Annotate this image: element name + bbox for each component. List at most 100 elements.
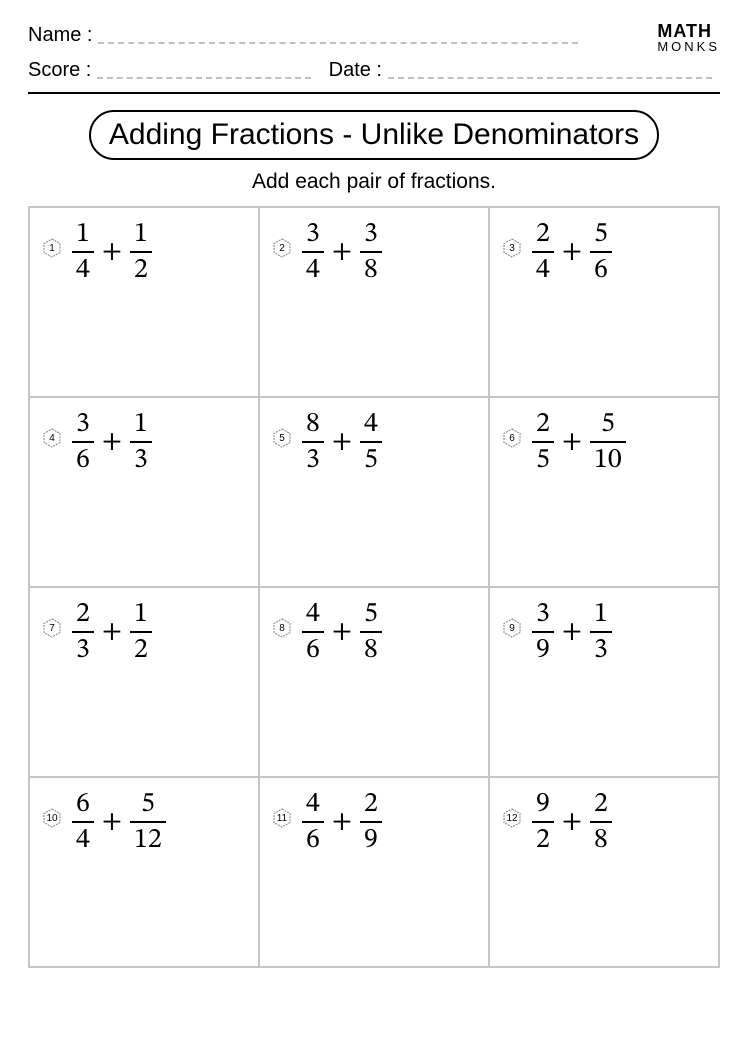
- plus-sign: +: [332, 805, 352, 840]
- fraction-a: 83: [302, 410, 324, 474]
- denominator: 4: [302, 256, 324, 284]
- denominator: 3: [590, 636, 612, 664]
- fraction-a: 64: [72, 790, 94, 854]
- question-number: 5: [279, 433, 285, 444]
- denominator: 9: [532, 636, 554, 664]
- problem-cell: 234+38: [259, 207, 489, 397]
- question-number-badge: 12: [502, 808, 522, 828]
- numerator: 4: [302, 600, 324, 628]
- question-number-badge: 5: [272, 428, 292, 448]
- denominator: 4: [72, 826, 94, 854]
- name-label: Name :: [28, 24, 92, 47]
- denominator: 9: [360, 826, 382, 854]
- fraction-a: 46: [302, 790, 324, 854]
- fraction-expression: 46+29: [300, 790, 384, 854]
- numerator: 1: [130, 600, 152, 628]
- fraction-b: 510: [590, 410, 626, 474]
- denominator: 2: [532, 826, 554, 854]
- fraction-bar: [130, 631, 152, 633]
- question-number-badge: 1: [42, 238, 62, 258]
- denominator: 3: [130, 446, 152, 474]
- question-number: 4: [49, 433, 55, 444]
- brand-bottom: MONKS: [657, 40, 720, 53]
- denominator: 8: [360, 256, 382, 284]
- problem-cell: 939+13: [489, 587, 719, 777]
- plus-sign: +: [562, 615, 582, 650]
- fraction-bar: [532, 251, 554, 253]
- denominator: 5: [360, 446, 382, 474]
- fraction-bar: [532, 441, 554, 443]
- question-number: 7: [49, 623, 55, 634]
- problem-cell: 1064+512: [29, 777, 259, 967]
- fraction-expression: 34+38: [300, 220, 384, 284]
- fraction-bar: [130, 821, 166, 823]
- denominator: 10: [590, 446, 626, 474]
- name-row: Name :: [28, 22, 720, 47]
- fraction-expression: 39+13: [530, 600, 614, 664]
- question-number: 2: [279, 243, 285, 254]
- denominator: 2: [130, 636, 152, 664]
- numerator: 3: [360, 220, 382, 248]
- worksheet-title: Adding Fractions - Unlike Denominators: [89, 110, 659, 160]
- date-input-line[interactable]: [388, 57, 712, 79]
- denominator: 3: [302, 446, 324, 474]
- name-input-line[interactable]: [98, 22, 578, 44]
- fraction-bar: [590, 251, 612, 253]
- fraction-b: 12: [130, 600, 152, 664]
- fraction-b: 58: [360, 600, 382, 664]
- question-number-badge: 8: [272, 618, 292, 638]
- numerator: 3: [302, 220, 324, 248]
- fraction-a: 34: [302, 220, 324, 284]
- fraction-bar: [532, 821, 554, 823]
- fraction-expression: 25+510: [530, 410, 628, 474]
- plus-sign: +: [332, 615, 352, 650]
- fraction-expression: 24+56: [530, 220, 614, 284]
- score-label: Score :: [28, 59, 91, 82]
- fraction-expression: 92+28: [530, 790, 614, 854]
- numerator: 6: [72, 790, 94, 818]
- fraction-bar: [360, 251, 382, 253]
- fraction-b: 13: [130, 410, 152, 474]
- denominator: 12: [130, 826, 166, 854]
- fraction-bar: [590, 631, 612, 633]
- fraction-bar: [72, 441, 94, 443]
- fraction-a: 25: [532, 410, 554, 474]
- plus-sign: +: [332, 425, 352, 460]
- problem-cell: 583+45: [259, 397, 489, 587]
- numerator: 2: [590, 790, 612, 818]
- fraction-bar: [302, 441, 324, 443]
- question-number: 12: [506, 813, 517, 824]
- plus-sign: +: [102, 235, 122, 270]
- score-input-line[interactable]: [97, 57, 310, 79]
- problem-cell: 723+12: [29, 587, 259, 777]
- fraction-b: 28: [590, 790, 612, 854]
- fraction-a: 46: [302, 600, 324, 664]
- numerator: 1: [130, 410, 152, 438]
- plus-sign: +: [102, 805, 122, 840]
- question-number-badge: 10: [42, 808, 62, 828]
- numerator: 3: [532, 600, 554, 628]
- fraction-bar: [302, 821, 324, 823]
- denominator: 3: [72, 636, 94, 664]
- question-number-badge: 6: [502, 428, 522, 448]
- fraction-bar: [72, 251, 94, 253]
- numerator: 2: [360, 790, 382, 818]
- numerator: 8: [302, 410, 324, 438]
- fraction-b: 38: [360, 220, 382, 284]
- fraction-bar: [532, 631, 554, 633]
- question-number: 3: [509, 243, 515, 254]
- question-number-badge: 2: [272, 238, 292, 258]
- fraction-bar: [360, 631, 382, 633]
- question-number-badge: 7: [42, 618, 62, 638]
- fraction-a: 24: [532, 220, 554, 284]
- plus-sign: +: [332, 235, 352, 270]
- fraction-b: 29: [360, 790, 382, 854]
- denominator: 6: [72, 446, 94, 474]
- question-number-badge: 9: [502, 618, 522, 638]
- question-number-badge: 11: [272, 808, 292, 828]
- denominator: 5: [532, 446, 554, 474]
- fraction-bar: [72, 631, 94, 633]
- fraction-bar: [590, 821, 612, 823]
- numerator: 5: [590, 220, 612, 248]
- brand-top: MATH: [657, 22, 720, 40]
